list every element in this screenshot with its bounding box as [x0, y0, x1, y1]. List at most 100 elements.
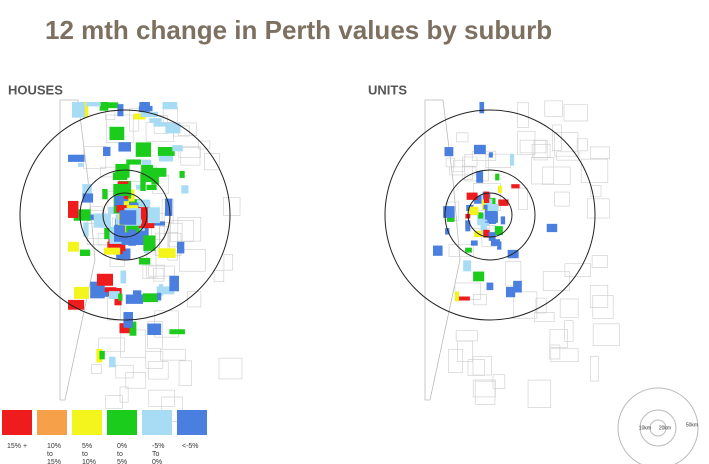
- suburb-border: [535, 297, 547, 314]
- units-map: [384, 99, 620, 408]
- suburb: [135, 142, 152, 157]
- suburb: [108, 291, 120, 300]
- suburb: [509, 153, 515, 166]
- suburb: [114, 192, 124, 207]
- suburb: [473, 144, 486, 154]
- suburb: [458, 296, 470, 301]
- scale-ring: [649, 419, 667, 437]
- legend-label: 0%: [152, 459, 162, 464]
- suburb: [91, 292, 109, 297]
- suburb-border: [448, 244, 474, 257]
- suburb: [488, 211, 498, 223]
- suburb: [500, 216, 506, 225]
- scale-ring: [617, 387, 699, 464]
- legend-swatch: [72, 410, 102, 435]
- suburb: [73, 286, 90, 299]
- suburb: [164, 198, 173, 216]
- suburb-border: [91, 364, 102, 374]
- suburb-border: [586, 198, 610, 219]
- suburb-border: [590, 356, 599, 382]
- suburb-border: [513, 291, 538, 319]
- suburb: [82, 193, 94, 203]
- suburb-border: [531, 157, 555, 185]
- legend-label: 15%: [47, 459, 61, 464]
- suburb-border: [218, 357, 243, 380]
- suburb-border: [472, 379, 496, 398]
- suburb-border: [517, 102, 530, 128]
- suburb: [483, 204, 490, 210]
- legend-swatch: [37, 410, 67, 435]
- suburb-border: [559, 298, 579, 318]
- suburb-border: [517, 187, 528, 210]
- legend-swatch: [177, 410, 207, 435]
- legend-label: 10%: [82, 459, 96, 464]
- suburb-border: [204, 153, 220, 171]
- suburb-border: [534, 312, 555, 323]
- suburb: [157, 147, 175, 156]
- map-label: UNITS: [368, 82, 407, 97]
- suburb-border: [542, 166, 571, 185]
- suburb: [143, 235, 156, 251]
- suburb-border: [223, 254, 233, 271]
- suburb: [102, 188, 108, 200]
- suburb-border: [580, 158, 609, 183]
- legend-label: 0%: [117, 443, 127, 450]
- suburb: [487, 204, 499, 211]
- legend-label: 10%: [47, 443, 61, 450]
- suburb: [118, 293, 123, 301]
- legend-swatch: [142, 410, 172, 435]
- suburb: [513, 280, 522, 293]
- suburb: [443, 206, 455, 218]
- suburb: [162, 102, 178, 110]
- suburb: [139, 257, 151, 265]
- suburb: [96, 348, 103, 363]
- suburb: [169, 329, 185, 335]
- suburb: [68, 299, 85, 310]
- suburb: [71, 102, 85, 118]
- suburb: [465, 247, 472, 253]
- suburb-border: [519, 139, 547, 154]
- suburb: [68, 200, 79, 218]
- suburb: [133, 113, 146, 120]
- suburb-border: [449, 166, 477, 176]
- suburb-border: [213, 270, 225, 283]
- coastline: [424, 99, 461, 401]
- suburb: [116, 248, 131, 260]
- suburb: [477, 214, 489, 226]
- distance-ring: [79, 169, 171, 261]
- suburb: [158, 248, 176, 258]
- suburb-border: [592, 295, 614, 319]
- suburb-border: [178, 360, 192, 386]
- suburb-border: [576, 138, 588, 152]
- suburb-border: [457, 340, 473, 363]
- suburb: [478, 212, 484, 219]
- suburb-border: [178, 145, 201, 158]
- suburb: [116, 205, 132, 213]
- suburb: [93, 213, 111, 228]
- suburb-border: [161, 396, 183, 422]
- suburb-border: [564, 320, 574, 342]
- suburb-border: [129, 107, 140, 132]
- suburb-border: [448, 349, 463, 374]
- suburb: [473, 271, 485, 282]
- suburb: [126, 159, 142, 165]
- suburb: [156, 286, 175, 295]
- suburb-border: [160, 348, 186, 361]
- suburb: [68, 241, 79, 252]
- suburb-border: [533, 140, 548, 161]
- suburb: [490, 239, 501, 246]
- houses-map: [19, 99, 243, 422]
- suburb: [505, 286, 516, 298]
- suburb: [546, 223, 558, 233]
- suburb-border: [105, 110, 116, 120]
- suburb: [129, 321, 137, 336]
- suburb-border: [549, 329, 568, 348]
- scale-key: [617, 387, 699, 464]
- suburb: [181, 185, 189, 194]
- suburb: [99, 102, 109, 111]
- suburb-border: [148, 265, 175, 277]
- legend-label: To: [152, 451, 160, 458]
- suburb-border: [179, 249, 206, 272]
- suburb: [103, 146, 111, 156]
